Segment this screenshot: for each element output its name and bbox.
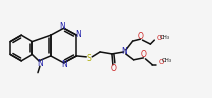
Text: CH₃: CH₃ <box>162 58 172 63</box>
Text: O: O <box>138 32 144 41</box>
Text: N: N <box>60 22 66 31</box>
Text: N: N <box>75 30 81 39</box>
Text: N: N <box>121 47 127 56</box>
Text: N: N <box>62 60 67 69</box>
Text: CH₃: CH₃ <box>160 35 170 40</box>
Text: O: O <box>156 35 162 41</box>
Text: O: O <box>159 59 164 65</box>
Text: O: O <box>111 64 117 73</box>
Text: N: N <box>37 59 43 68</box>
Text: S: S <box>87 54 92 63</box>
Text: O: O <box>141 50 146 59</box>
